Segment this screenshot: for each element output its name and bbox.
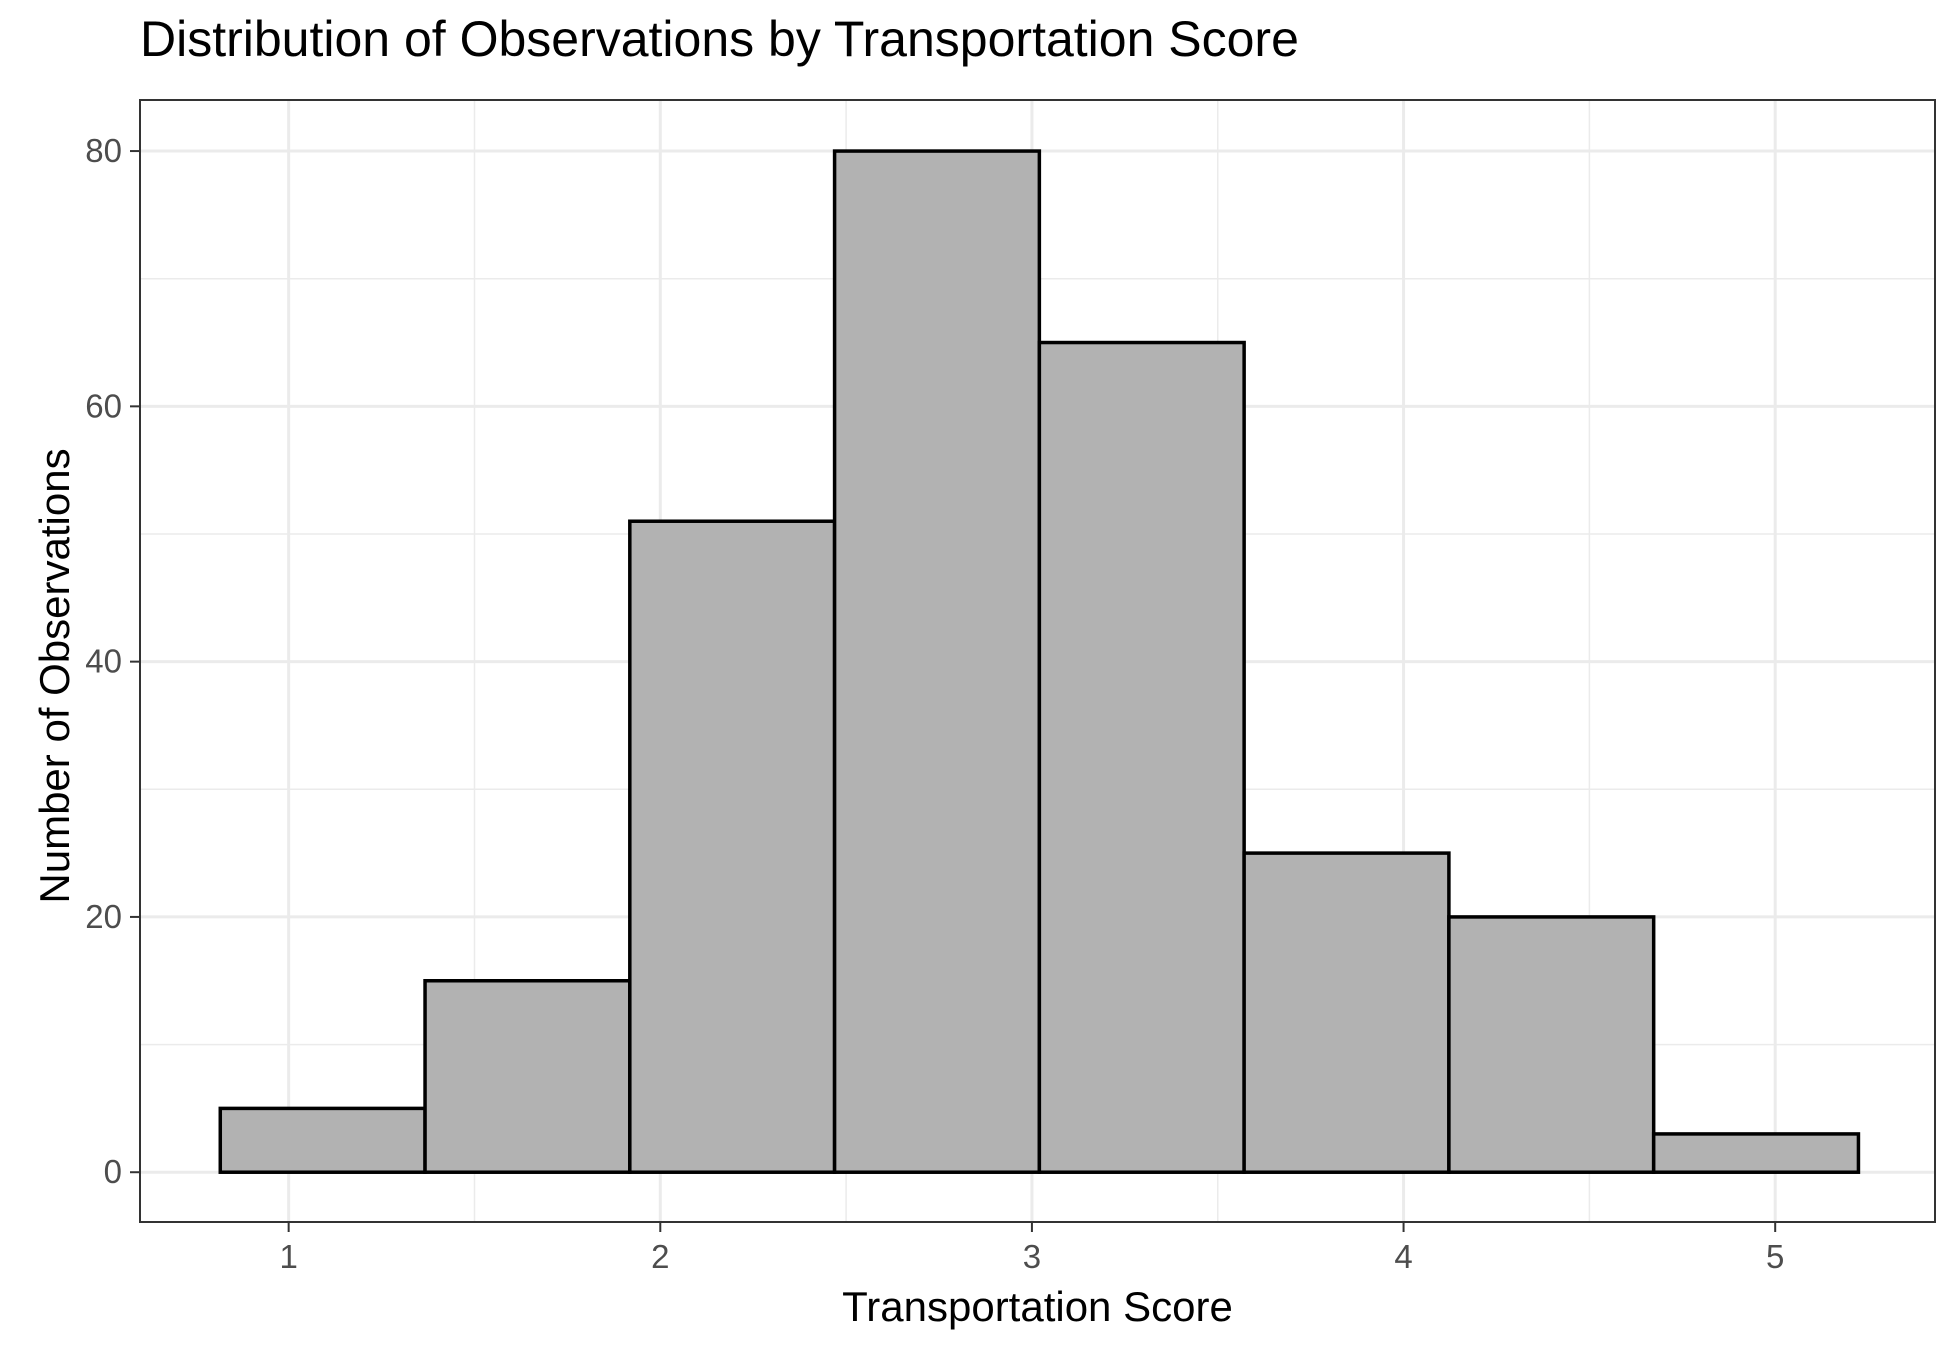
x-axis: 1 2 3 4 5 xyxy=(279,1222,1784,1275)
x-axis-title: Transportation Score xyxy=(842,1283,1233,1330)
chart-title: Distribution of Observations by Transpor… xyxy=(140,11,1299,67)
x-tick-label: 5 xyxy=(1766,1238,1784,1275)
histogram-bar xyxy=(1242,851,1451,1174)
histogram-bar xyxy=(218,1106,427,1174)
x-tick-label: 1 xyxy=(279,1238,297,1275)
y-tick-label: 0 xyxy=(104,1153,122,1190)
histogram-bar xyxy=(423,979,632,1174)
y-tick-label: 60 xyxy=(85,387,122,424)
y-axis-title: Number of Observations xyxy=(31,448,78,904)
histogram-bar xyxy=(832,149,1042,1174)
x-tick-label: 4 xyxy=(1394,1238,1412,1275)
x-tick-label: 2 xyxy=(651,1238,669,1275)
histogram-bar xyxy=(1447,915,1656,1174)
histogram-bar xyxy=(1037,340,1246,1174)
histogram-bar xyxy=(628,519,837,1174)
y-tick-label: 20 xyxy=(85,898,122,935)
y-tick-label: 40 xyxy=(85,643,122,680)
histogram-bars xyxy=(218,149,1861,1174)
y-axis: 0 20 40 60 80 xyxy=(85,132,140,1190)
histogram-bar xyxy=(1651,1132,1861,1174)
x-tick-label: 3 xyxy=(1023,1238,1041,1275)
y-tick-label: 80 xyxy=(85,132,122,169)
